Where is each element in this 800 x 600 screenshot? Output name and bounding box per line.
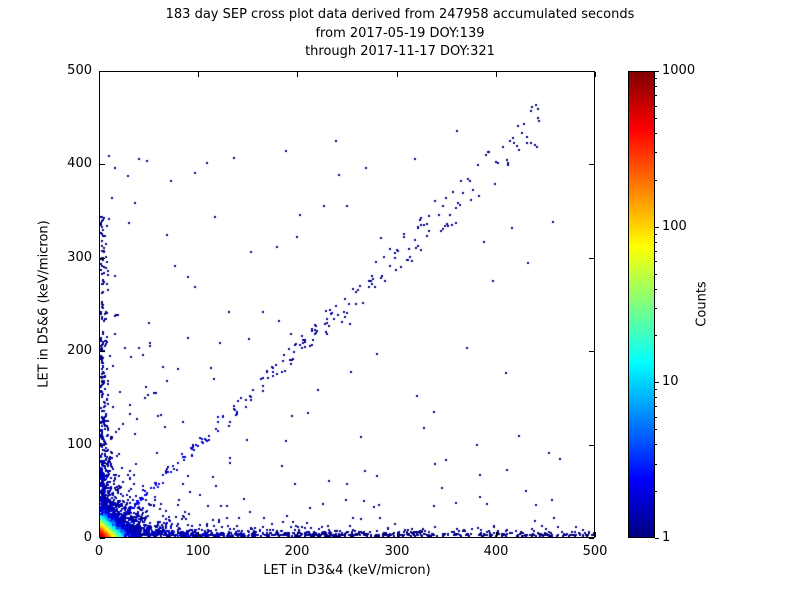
colorbar-tick: [655, 538, 659, 539]
x-tick-label: 500: [582, 544, 608, 559]
x-tick: [297, 532, 298, 537]
colorbar-minor-tick: [655, 274, 657, 275]
colorbar-minor-tick: [655, 95, 657, 96]
y-tick: [589, 445, 594, 446]
y-tick: [100, 445, 105, 446]
colorbar: [628, 71, 655, 538]
colorbar-minor-tick: [655, 464, 657, 465]
colorbar-minor-tick: [655, 429, 657, 430]
y-tick-label: 100: [67, 437, 92, 452]
colorbar-tick: [655, 382, 659, 383]
colorbar-minor-tick: [655, 444, 657, 445]
chart-title: 183 day SEP cross plot data derived from…: [165, 7, 635, 22]
colorbar-tick: [655, 227, 659, 228]
colorbar-tick: [655, 71, 659, 72]
colorbar-label: Counts: [694, 281, 710, 327]
x-tick: [595, 72, 596, 77]
colorbar-minor-tick: [655, 234, 657, 235]
x-tick: [496, 72, 497, 77]
y-axis-label: LET in D5&6 (keV/micron): [36, 220, 52, 388]
x-tick: [496, 532, 497, 537]
x-tick: [198, 72, 199, 77]
x-tick: [198, 532, 199, 537]
colorbar-minor-tick: [655, 133, 657, 134]
y-tick: [589, 71, 594, 72]
plot-area: [99, 71, 595, 538]
colorbar-tick-label: 100: [662, 219, 687, 234]
colorbar-minor-tick: [655, 289, 657, 290]
colorbar-tick-label: 1000: [662, 63, 696, 78]
scatter-canvas: [100, 72, 594, 537]
y-tick-label: 0: [83, 530, 92, 545]
x-tick-label: 300: [384, 544, 410, 559]
y-tick: [100, 538, 105, 539]
x-tick-label: 100: [185, 544, 211, 559]
y-tick: [589, 164, 594, 165]
x-tick: [397, 532, 398, 537]
colorbar-tick-label: 10: [662, 374, 679, 389]
x-tick: [297, 72, 298, 77]
colorbar-minor-tick: [655, 389, 657, 390]
colorbar-tick-label: 1: [662, 530, 671, 545]
colorbar-minor-tick: [655, 152, 657, 153]
y-tick: [589, 351, 594, 352]
x-axis-label: LET in D3&4 (keV/micron): [263, 563, 431, 578]
x-tick: [397, 72, 398, 77]
colorbar-minor-tick: [655, 242, 657, 243]
colorbar-minor-tick: [655, 417, 657, 418]
colorbar-minor-tick: [655, 251, 657, 252]
x-tick-label: 0: [94, 544, 104, 559]
x-tick: [595, 532, 596, 537]
y-tick-label: 400: [67, 156, 92, 171]
y-tick-label: 300: [67, 250, 92, 265]
y-tick: [100, 164, 105, 165]
colorbar-minor-tick: [655, 86, 657, 87]
colorbar-minor-tick: [655, 491, 657, 492]
colorbar-minor-tick: [655, 335, 657, 336]
y-tick-label: 200: [67, 343, 92, 358]
y-tick-label: 500: [67, 63, 92, 78]
chart-subtitle-from: from 2017-05-19 DOY:139: [315, 26, 485, 41]
x-tick: [99, 72, 100, 77]
colorbar-minor-tick: [655, 106, 657, 107]
colorbar-minor-tick: [655, 180, 657, 181]
y-tick: [100, 351, 105, 352]
y-tick: [589, 538, 594, 539]
colorbar-minor-tick: [655, 118, 657, 119]
colorbar-minor-tick: [655, 397, 657, 398]
y-tick: [589, 258, 594, 259]
x-tick-label: 400: [483, 544, 509, 559]
y-tick: [100, 258, 105, 259]
colorbar-minor-tick: [655, 78, 657, 79]
colorbar-minor-tick: [655, 261, 657, 262]
colorbar-minor-tick: [655, 406, 657, 407]
chart-subtitle-through: through 2017-11-17 DOY:321: [305, 44, 495, 59]
x-tick-label: 200: [284, 544, 310, 559]
colorbar-minor-tick: [655, 308, 657, 309]
y-tick: [100, 71, 105, 72]
x-tick: [99, 532, 100, 537]
